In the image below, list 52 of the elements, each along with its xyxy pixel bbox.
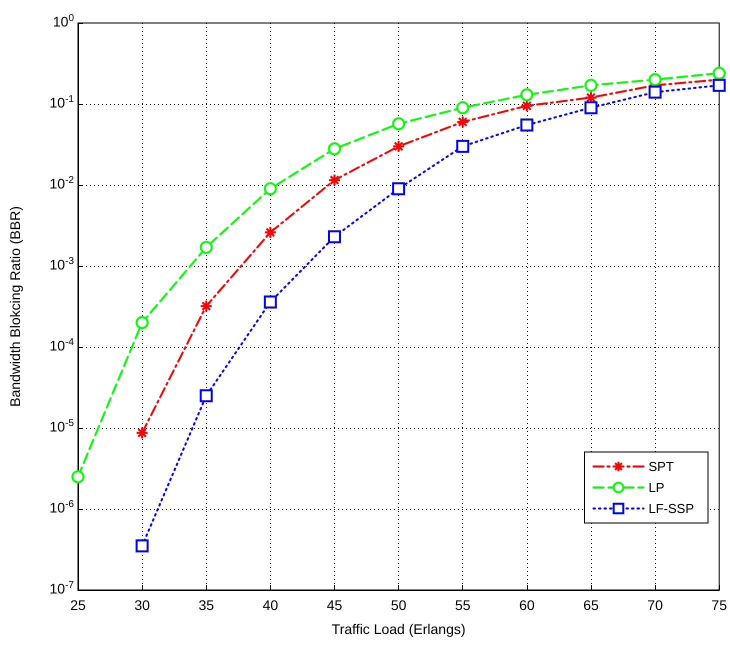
x-tick-label: 50 [390,597,407,613]
y-tick-label: 10$^{-2}$ [50,175,74,194]
point [328,174,341,187]
point [136,316,149,330]
point [456,101,470,114]
y-tick-label: 10$^{-5}$ [50,418,74,437]
x-tick-label: 25 [70,597,86,613]
point [648,73,662,86]
point [520,99,534,112]
y-tick-label: 10$^{0}$ [52,13,74,32]
point [584,78,598,92]
y-axis-title: Bandwidth Blokcing Ratio (BBR) [7,206,23,407]
y-tick-label: 10$^{-6}$ [50,499,74,518]
point [200,389,213,402]
y-tick-label: 10$^{-3}$ [50,256,74,275]
y-tick-label: 10$^{-1}$ [50,94,74,113]
point [328,142,341,156]
x-tick-label: 40 [262,597,278,613]
point [200,300,213,313]
legend-label: LP [648,480,664,495]
point [392,182,406,196]
point [584,101,598,114]
point [264,226,277,239]
point [648,86,662,99]
y-tick-label: 10$^{-4}$ [50,337,74,356]
point [392,140,406,153]
point [712,78,726,92]
point [328,230,341,244]
point [392,117,406,130]
x-tick-label: 30 [134,597,150,613]
point [456,140,470,153]
point [456,115,470,128]
x-tick-label: 70 [647,597,664,613]
x-tick-label: 35 [198,597,214,613]
point [72,470,84,484]
point [520,88,534,102]
x-tick-label: 45 [326,597,342,613]
x-tick-label: 75 [711,597,728,613]
point [712,66,726,80]
legend-label: LF-SSP [648,501,694,516]
x-axis-title: Traffic Load (Erlangs) [332,621,466,637]
point [136,426,149,440]
point [520,118,534,132]
x-tick-label: 65 [583,597,599,613]
point [264,182,277,196]
point [136,539,149,552]
point [200,240,213,254]
x-tick-label: 60 [519,597,535,613]
legend-label: SPT [648,459,674,474]
x-tick-label: 55 [454,597,471,613]
point [264,295,277,308]
y-tick-label: 10$^{-7}$ [50,580,74,597]
